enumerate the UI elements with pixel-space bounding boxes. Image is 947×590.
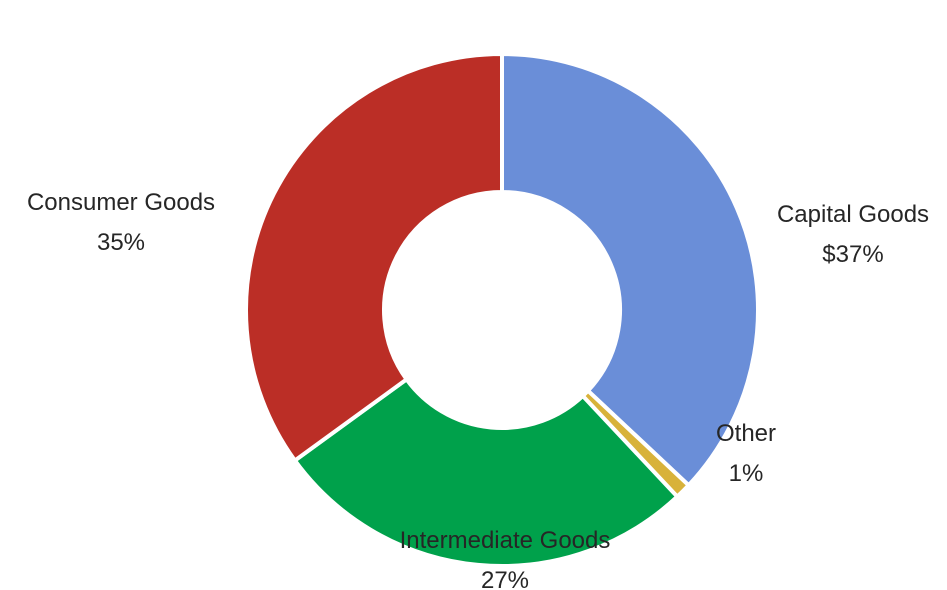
donut-slices bbox=[244, 52, 760, 568]
slice-value-consumer-goods: 35% bbox=[97, 229, 145, 256]
slice-intermediate-goods bbox=[292, 377, 680, 568]
slice-labels: Capital Goods $37% Other 1% Intermediate Goo… bbox=[27, 189, 929, 590]
slice-label-consumer-goods: Consumer Goods bbox=[27, 189, 215, 216]
slice-label-capital-goods: Capital Goods bbox=[777, 201, 929, 228]
slice-consumer-goods bbox=[244, 52, 504, 463]
slice-label-intermediate-goods: Intermediate Goods bbox=[400, 527, 611, 554]
slice-capital-goods bbox=[500, 52, 760, 488]
slice-value-intermediate-goods: 27% bbox=[481, 567, 529, 590]
slice-value-capital-goods: $37% bbox=[822, 241, 883, 268]
slice-value-other: 1% bbox=[729, 460, 764, 487]
slice-label-other: Other bbox=[716, 420, 776, 447]
